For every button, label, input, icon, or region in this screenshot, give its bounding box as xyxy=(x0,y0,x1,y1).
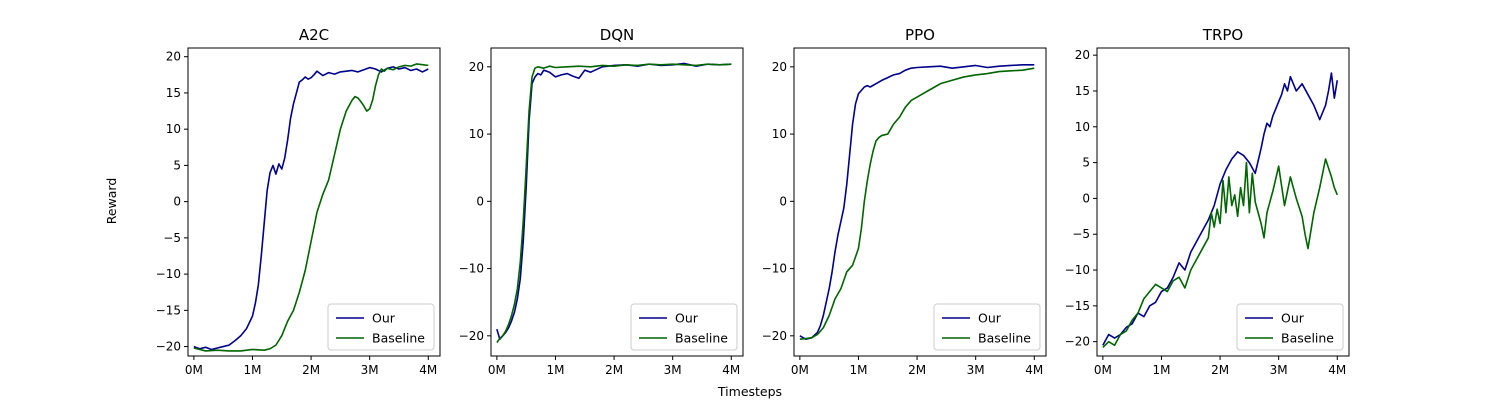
trpo-y-tick-label: −10 xyxy=(1065,263,1090,277)
a2c-y-tick-label: 20 xyxy=(166,50,181,64)
dqn-x-tick-label: 0M xyxy=(488,363,506,377)
ppo-x-tick-label: 1M xyxy=(849,363,867,377)
a2c-title: A2C xyxy=(299,26,329,44)
a2c-y-tick-label: −15 xyxy=(156,303,181,317)
dqn-series-our-line xyxy=(496,62,732,340)
a2c-y-tick-label: −10 xyxy=(156,267,181,281)
ppo-x-tick-label: 4M xyxy=(1025,363,1043,377)
subplot-trpo: 0M 1M 2M 3M 4M −20 −15 −10 −5 0 5 10 15 20 TRPO Our Base… xyxy=(1065,26,1350,377)
trpo-y-tick-label: 0 xyxy=(1082,191,1090,205)
dqn-y-tick-label: 0 xyxy=(476,194,484,208)
ppo-legend: Our Baseline xyxy=(933,303,1041,351)
a2c-y-tick-label: 5 xyxy=(173,158,181,172)
trpo-x-tick-label: 4M xyxy=(1328,363,1346,377)
trpo-series-baseline-line xyxy=(1102,158,1339,348)
a2c-y-tick-label: 10 xyxy=(166,122,181,136)
a2c-series-our-line xyxy=(193,66,429,351)
a2c-x-tick-label: 3M xyxy=(361,363,379,377)
figure-xlabel: Timesteps xyxy=(717,384,782,399)
ppo-legend-label-our: Our xyxy=(978,311,1002,326)
ppo-y-tick-label: −20 xyxy=(762,329,787,343)
figure-ylabel: Reward xyxy=(104,178,119,225)
ppo-axes-frame xyxy=(793,47,1047,357)
ppo-y-tick-label: −10 xyxy=(762,262,787,276)
trpo-y-tick-label: 15 xyxy=(1075,84,1090,98)
dqn-y-tick-label: 10 xyxy=(469,127,484,141)
trpo-legend-label-baseline: Baseline xyxy=(1281,331,1334,346)
a2c-y-tick-label: 0 xyxy=(173,195,181,209)
ppo-x-tick-label: 0M xyxy=(791,363,809,377)
trpo-x-tick-label: 2M xyxy=(1211,363,1229,377)
dqn-x-tick-label: 3M xyxy=(664,363,682,377)
ppo-legend-label-baseline: Baseline xyxy=(978,331,1031,346)
a2c-y-tick-label: −5 xyxy=(163,231,181,245)
dqn-legend-label-our: Our xyxy=(675,311,699,326)
trpo-x-tick-label: 3M xyxy=(1270,363,1288,377)
dqn-y-tick-label: 20 xyxy=(469,60,484,74)
a2c-y-tick-label: −20 xyxy=(156,340,181,354)
a2c-series-baseline-line xyxy=(193,63,429,352)
trpo-series-our-line xyxy=(1102,72,1339,346)
subplot-grid: 0M 1M 2M 3M 4M −20 −15 −10 −5 0 5 10 15 20 A2C Our Basel… xyxy=(156,26,1350,377)
trpo-x-tick-label: 1M xyxy=(1152,363,1170,377)
ppo-y-tick-label: 0 xyxy=(779,194,787,208)
dqn-legend-label-baseline: Baseline xyxy=(675,331,728,346)
trpo-x-tick-label: 0M xyxy=(1094,363,1112,377)
dqn-x-tick-label: 4M xyxy=(722,363,740,377)
dqn-x-tick-label: 1M xyxy=(546,363,564,377)
trpo-axes-frame xyxy=(1096,47,1350,357)
a2c-legend: Our Baseline xyxy=(327,303,435,351)
trpo-y-tick-label: 20 xyxy=(1075,48,1090,62)
dqn-y-tick-label: −20 xyxy=(459,329,484,343)
a2c-x-tick-label: 2M xyxy=(302,363,320,377)
subplot-dqn: 0M 1M 2M 3M 4M −20 −10 0 10 20 DQN Our Baseline xyxy=(459,26,744,377)
ppo-x-tick-label: 3M xyxy=(967,363,985,377)
ppo-y-tick-label: 10 xyxy=(772,127,787,141)
ppo-y-tick-label: 20 xyxy=(772,60,787,74)
dqn-y-tick-label: −10 xyxy=(459,262,484,276)
ppo-series-our-line xyxy=(799,64,1035,340)
a2c-legend-label-baseline: Baseline xyxy=(372,331,425,346)
dqn-series-baseline-line xyxy=(496,63,732,344)
a2c-x-tick-label: 4M xyxy=(419,363,437,377)
subplot-a2c: 0M 1M 2M 3M 4M −20 −15 −10 −5 0 5 10 15 20 A2C Our Basel… xyxy=(156,26,441,377)
dqn-axes-frame xyxy=(490,47,744,357)
dqn-x-tick-label: 2M xyxy=(605,363,623,377)
trpo-y-tick-label: −5 xyxy=(1072,227,1090,241)
trpo-y-tick-label: 10 xyxy=(1075,120,1090,134)
ppo-title: PPO xyxy=(905,26,935,44)
a2c-legend-label-our: Our xyxy=(372,311,396,326)
trpo-title: TRPO xyxy=(1202,26,1243,44)
trpo-y-tick-label: 5 xyxy=(1082,156,1090,170)
trpo-legend-label-our: Our xyxy=(1281,311,1305,326)
dqn-legend: Our Baseline xyxy=(630,303,738,351)
trpo-y-tick-label: −20 xyxy=(1065,335,1090,349)
ppo-x-tick-label: 2M xyxy=(908,363,926,377)
trpo-legend: Our Baseline xyxy=(1236,303,1344,351)
dqn-title: DQN xyxy=(600,26,635,44)
trpo-y-tick-label: −15 xyxy=(1065,299,1090,313)
a2c-x-tick-label: 1M xyxy=(243,363,261,377)
a2c-y-tick-label: 15 xyxy=(166,86,181,100)
ppo-series-baseline-line xyxy=(799,67,1035,340)
subplot-ppo: 0M 1M 2M 3M 4M −20 −10 0 10 20 PPO Our Baseline xyxy=(762,26,1047,377)
a2c-x-tick-label: 0M xyxy=(185,363,203,377)
